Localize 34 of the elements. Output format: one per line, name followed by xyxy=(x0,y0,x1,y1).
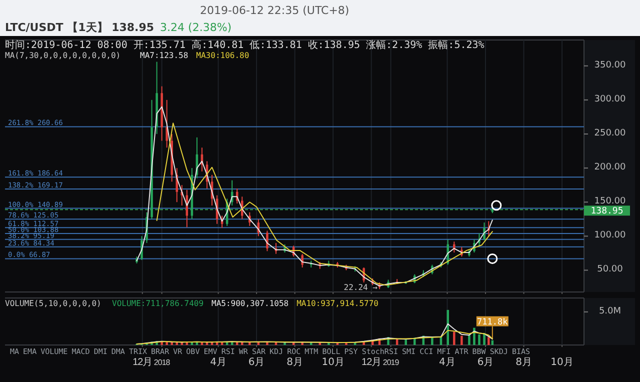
y-tick-label: 250.00 xyxy=(594,128,626,138)
text: 2019-06-12 22:35 (UTC+8) xyxy=(200,4,350,17)
data-label: 711.8k xyxy=(477,317,508,328)
ref-line-label: 138.95 xyxy=(590,206,624,217)
text: MA10:937,914.5770 xyxy=(296,299,379,308)
annotation: MA(7,30,0,0,0,0,0,0,0,0) xyxy=(5,51,121,60)
text: 3.24 (2.38%) xyxy=(160,21,232,34)
x-tick-label: 6月 xyxy=(477,357,494,368)
y-tick-label: 50.00 xyxy=(597,264,624,275)
annotation: 22.24 → xyxy=(344,283,378,292)
x-tick-label: 4月 xyxy=(439,357,456,368)
y-tick-label: 150.00 xyxy=(594,196,626,207)
text: MA7:123.58 xyxy=(140,51,188,60)
annotation: 时间:2019-06-12 08:00 开:135.71 高:140.81 低:133.81 收:138.95 涨幅:2.39% 振幅:5.23% xyxy=(5,39,484,51)
text: LTC/USDT 【1天】 138.95 xyxy=(5,21,154,34)
y-tick-label: 200.00 xyxy=(594,162,626,173)
y-tick-label: 300.00 xyxy=(594,94,626,104)
x-tick-label: 4月 xyxy=(210,357,226,368)
y-tick-label: 350.00 xyxy=(594,60,626,70)
x-tick-label: 8月 xyxy=(516,357,532,368)
x-tick-label: 6月 xyxy=(248,357,265,368)
y-tick-label: 5.0M xyxy=(598,306,622,316)
annotation: VOLUME(5,10,0,0,0,0) xyxy=(5,299,102,308)
x-tick-label: 12月 xyxy=(362,357,382,368)
x-tick-label: 10月 xyxy=(322,357,344,368)
y-tick-label: 100.00 xyxy=(594,230,626,241)
text: MA5:900,307.1058 xyxy=(212,299,289,308)
x-tick-label: 2019 xyxy=(382,358,400,367)
text: MA30:106.80 xyxy=(196,51,250,60)
text: VOLUME:711,786.7409 xyxy=(112,299,204,308)
x-tick-label: 12月 xyxy=(132,357,152,368)
x-tick-label: 10月 xyxy=(550,357,574,368)
x-tick-label: 2018 xyxy=(154,358,171,367)
x-tick-label: 8月 xyxy=(286,357,303,368)
